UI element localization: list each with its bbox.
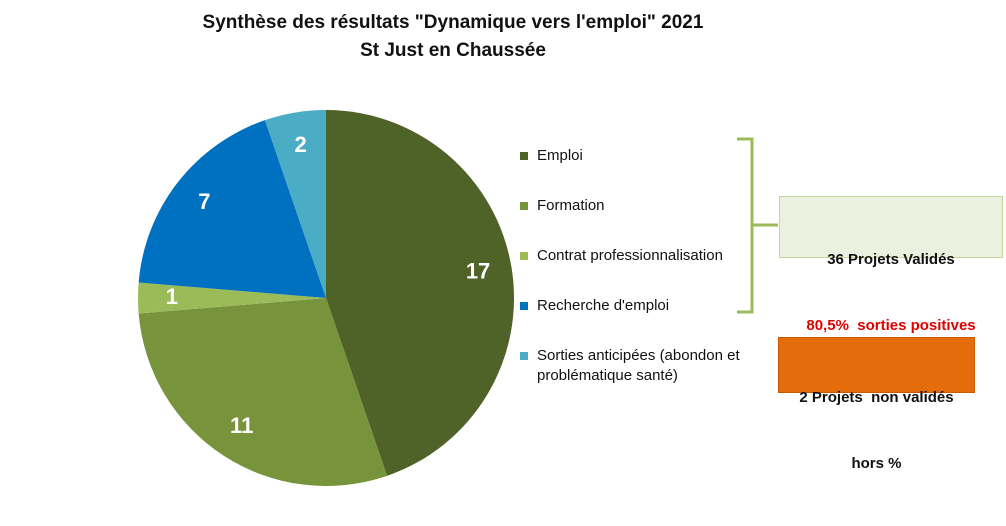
legend-label: Recherche d'emploi [537, 297, 670, 314]
annotation: 2 Projets non validés [799, 389, 954, 406]
legend-entry: Recherche d'emploi [520, 296, 777, 316]
data-label: 2 [295, 132, 307, 157]
legend-swatch [520, 352, 528, 360]
legend-swatch [520, 202, 528, 210]
legend-label: Contrat professionnalisation [537, 247, 723, 264]
validated-box: 36 Projets Validés 80,5% sorties positiv… [779, 196, 1003, 334]
legend-label: Sorties anticipées (abondon et problémat… [537, 347, 740, 384]
pie-slice [264, 110, 326, 298]
annotation: 36 Projets Validés [827, 251, 955, 268]
annotation: 80,5% sorties positives [806, 317, 976, 334]
data-label: 7 [198, 189, 210, 214]
pie-slice [138, 298, 388, 486]
data-label: 1 [166, 284, 178, 309]
chart-title: Synthèse des résultats "Dynamique vers l… [202, 12, 704, 33]
bracket [737, 137, 778, 314]
legend-entry: Formation [520, 196, 777, 216]
chart-subtitle: St Just en Chaussée [360, 40, 546, 61]
legend-entry: Contrat professionnalisation [520, 246, 777, 266]
pie-slice [138, 282, 326, 314]
data-label: 17 [466, 258, 490, 283]
pie-slice [138, 120, 326, 298]
annotation: hors % [851, 455, 902, 472]
not-validated-box: 2 Projets non validés hors % [778, 337, 975, 472]
legend-label: Formation [537, 197, 605, 214]
legend-swatch [520, 152, 528, 160]
legend-entry: Sorties anticipées (abondon et problémat… [520, 346, 777, 386]
data-label: 11 [230, 413, 253, 438]
legend-swatch [520, 302, 528, 310]
legend-entry: Emploi [520, 146, 777, 166]
legend-label: Emploi [537, 147, 583, 164]
legend-swatch [520, 252, 528, 260]
pie-slice [326, 110, 514, 476]
